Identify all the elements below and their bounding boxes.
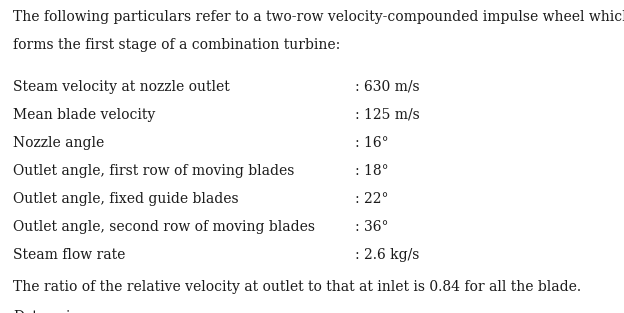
Text: : 125 m/s: : 125 m/s: [355, 108, 420, 122]
Text: Steam velocity at nozzle outlet: Steam velocity at nozzle outlet: [13, 80, 230, 94]
Text: Steam flow rate: Steam flow rate: [13, 248, 125, 262]
Text: The ratio of the relative velocity at outlet to that at inlet is 0.84 for all th: The ratio of the relative velocity at ou…: [13, 280, 581, 294]
Text: Nozzle angle: Nozzle angle: [13, 136, 104, 150]
Text: Outlet angle, first row of moving blades: Outlet angle, first row of moving blades: [13, 164, 295, 178]
Text: : 36°: : 36°: [355, 220, 389, 234]
Text: : 2.6 kg/s: : 2.6 kg/s: [355, 248, 419, 262]
Text: : 630 m/s: : 630 m/s: [355, 80, 419, 94]
Text: : 18°: : 18°: [355, 164, 389, 178]
Text: forms the first stage of a combination turbine:: forms the first stage of a combination t…: [13, 38, 340, 52]
Text: Mean blade velocity: Mean blade velocity: [13, 108, 155, 122]
Text: : 16°: : 16°: [355, 136, 389, 150]
Text: : 22°: : 22°: [355, 192, 389, 206]
Text: Outlet angle, fixed guide blades: Outlet angle, fixed guide blades: [13, 192, 238, 206]
Text: Determine: Determine: [13, 310, 88, 313]
Text: The following particulars refer to a two-row velocity-compounded impulse wheel w: The following particulars refer to a two…: [13, 10, 624, 24]
Text: Outlet angle, second row of moving blades: Outlet angle, second row of moving blade…: [13, 220, 315, 234]
